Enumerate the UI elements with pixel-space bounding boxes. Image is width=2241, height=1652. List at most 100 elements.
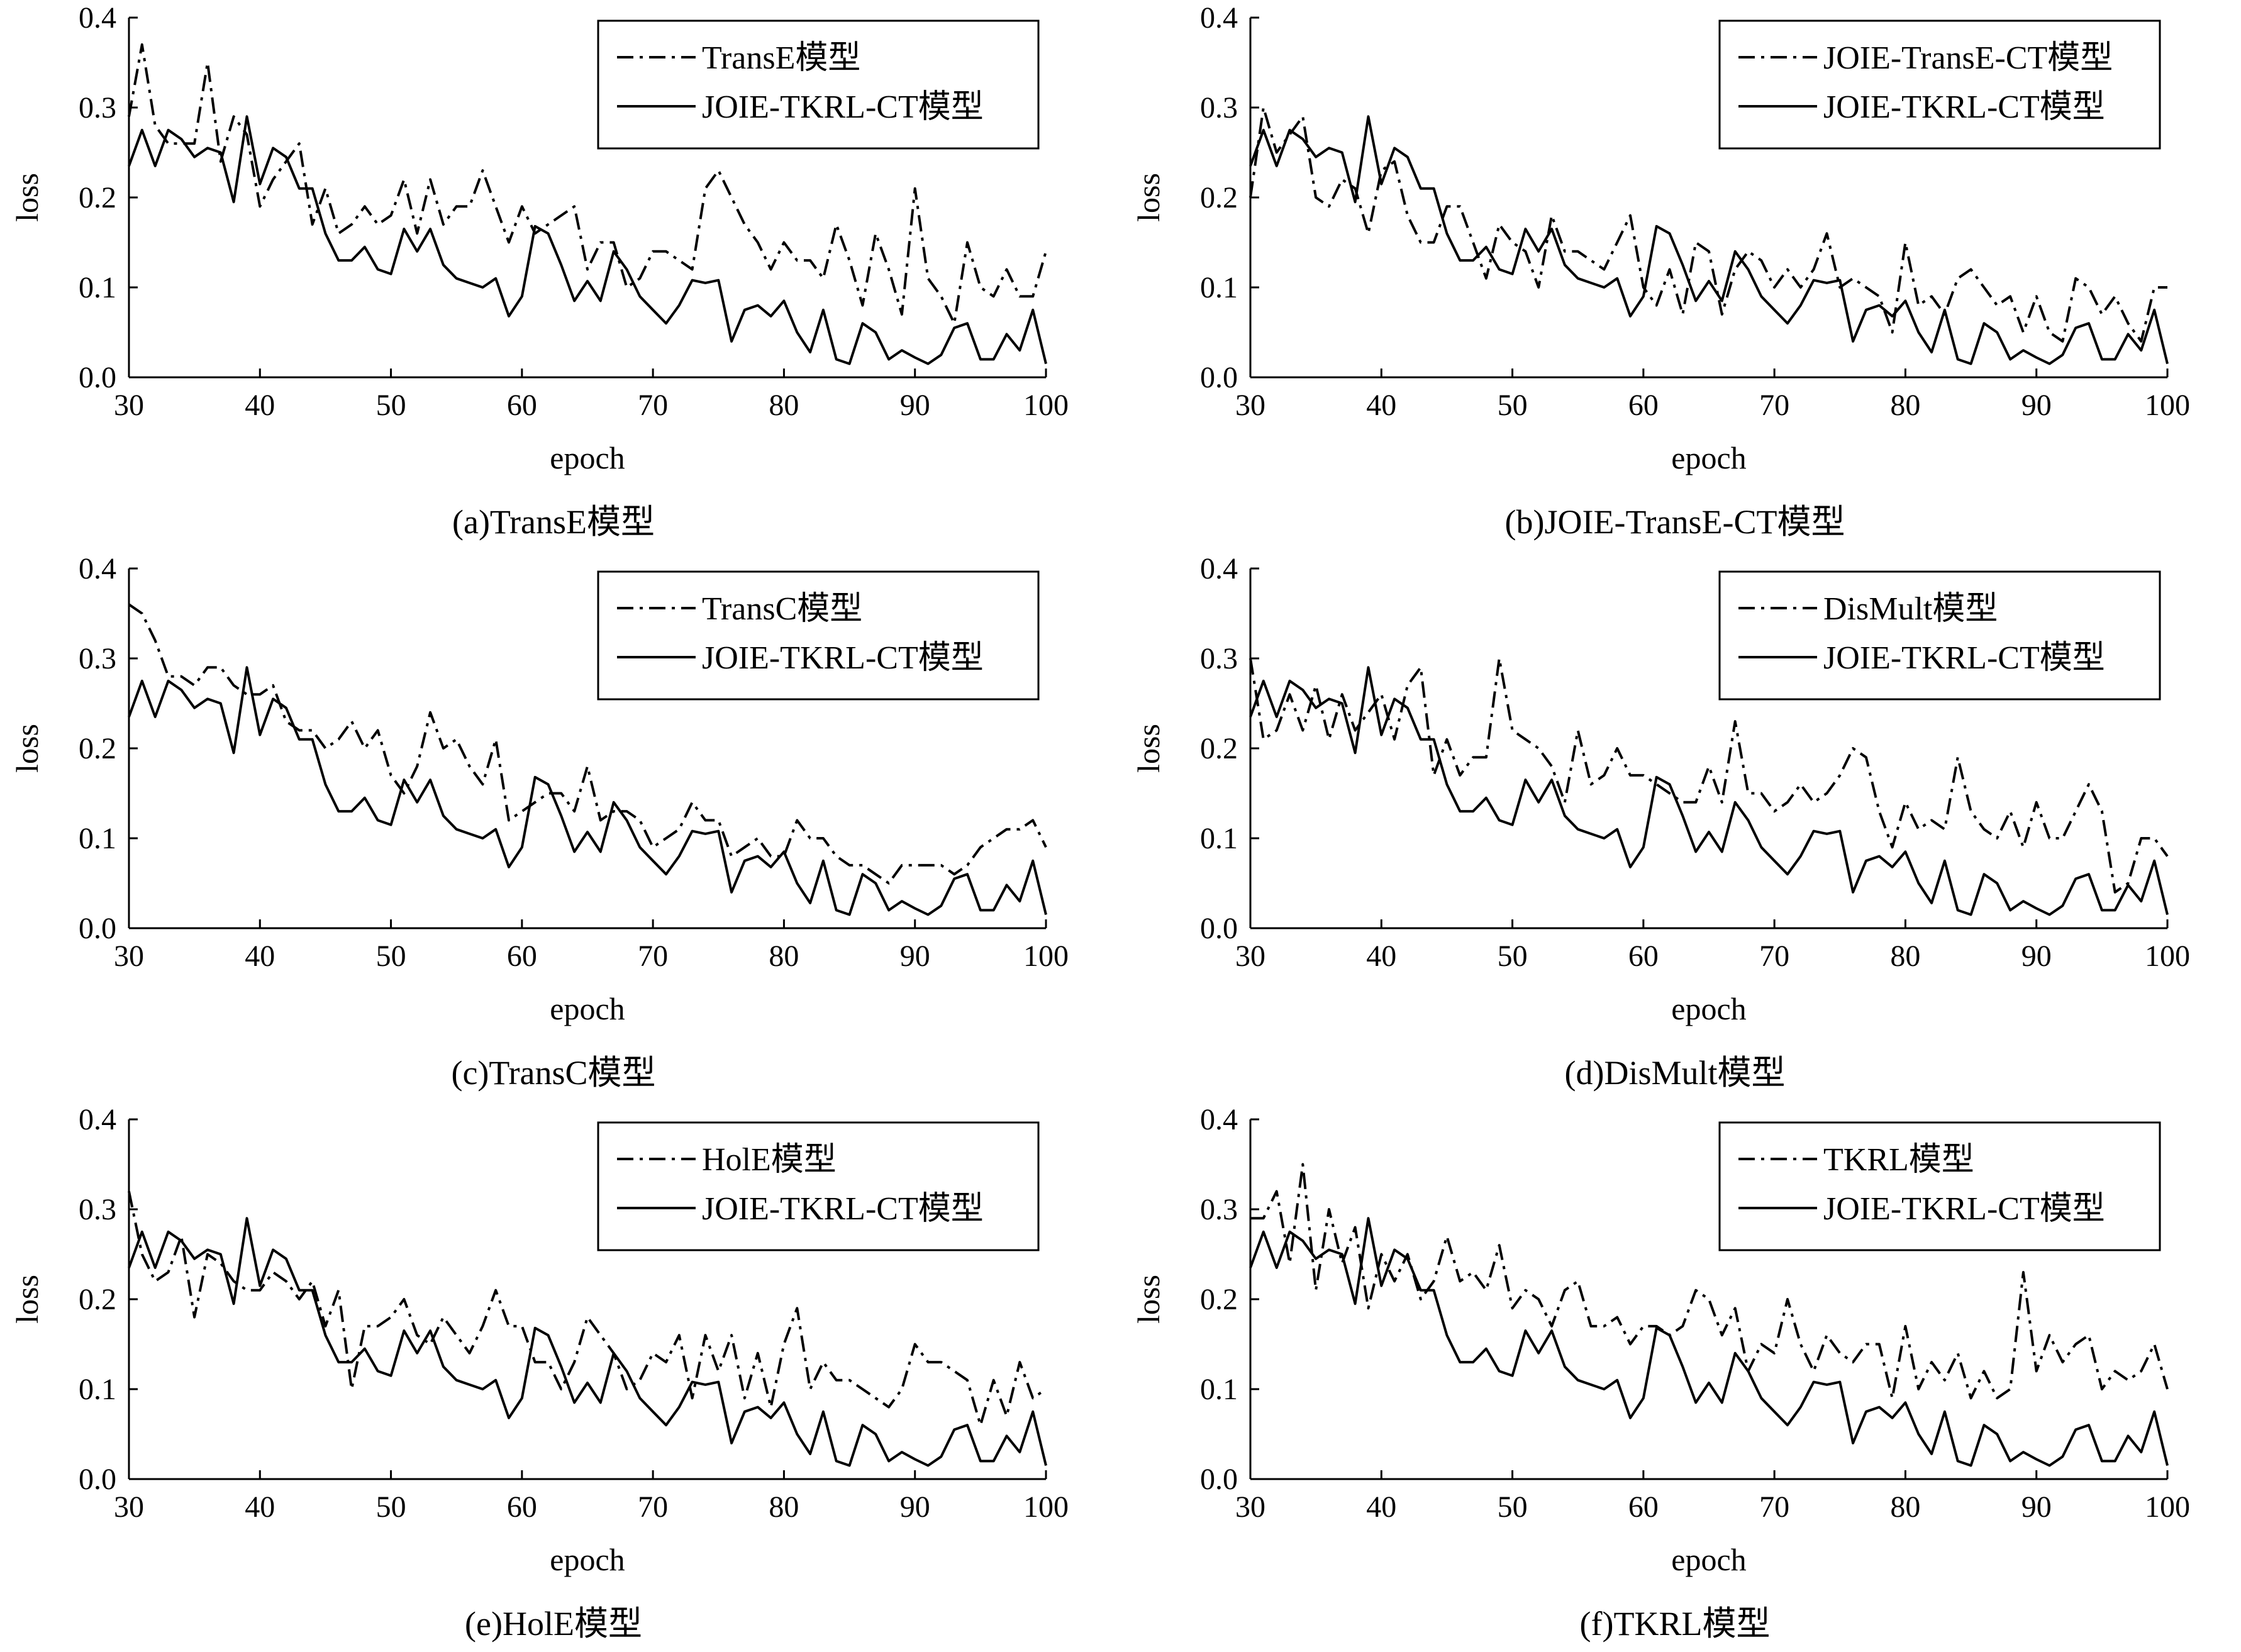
x-tick-label: 80 bbox=[1890, 940, 1920, 973]
x-tick-label: 60 bbox=[1628, 1490, 1659, 1524]
chart-panel-e: 0.0 0.1 0.2 0.3 0.4 30 40 50 60 70 80 90 100 epoch los… bbox=[0, 1102, 1120, 1652]
y-tick-label: 0.0 bbox=[1200, 1463, 1238, 1496]
legend: DisMult模型 JOIE-TKRL-CT模型 bbox=[1718, 570, 2161, 701]
y-tick-label: 0.0 bbox=[1200, 361, 1238, 394]
y-tick-label: 0.4 bbox=[79, 1, 116, 35]
y-axis-title: loss bbox=[9, 1275, 45, 1324]
x-tick-label: 80 bbox=[1890, 389, 1920, 422]
y-tick-label: 0.0 bbox=[1200, 912, 1238, 945]
y-tick-label: 0.2 bbox=[79, 1283, 116, 1316]
x-tick-label: 90 bbox=[2021, 940, 2052, 973]
y-tick-label: 0.0 bbox=[79, 912, 116, 945]
x-axis-title: epoch bbox=[550, 1542, 625, 1577]
x-tick-label: 60 bbox=[507, 1490, 537, 1524]
x-tick-label: 30 bbox=[114, 389, 144, 422]
y-tick-label: 0.1 bbox=[1200, 271, 1238, 304]
y-tick-label: 0.4 bbox=[1200, 1, 1238, 35]
y-axis-title: loss bbox=[1131, 1275, 1166, 1324]
chart-svg: 0.0 0.1 0.2 0.3 0.4 30 40 50 60 70 80 90 100 epoch los… bbox=[9, 1, 1069, 541]
chart-svg: 0.0 0.1 0.2 0.3 0.4 30 40 50 60 70 80 90 100 epoch los… bbox=[1131, 1, 2190, 541]
chart-panel-c: 0.0 0.1 0.2 0.3 0.4 30 40 50 60 70 80 90 100 epoch los… bbox=[0, 551, 1120, 1101]
y-tick-label: 0.1 bbox=[1200, 1373, 1238, 1406]
y-tick-label: 0.2 bbox=[1200, 1283, 1238, 1316]
x-axis-title: epoch bbox=[550, 440, 625, 475]
x-axis-title: epoch bbox=[1671, 440, 1746, 475]
x-tick-label: 100 bbox=[2145, 1490, 2190, 1524]
y-tick-label: 0.2 bbox=[1200, 732, 1238, 765]
chart-panel-d: 0.0 0.1 0.2 0.3 0.4 30 40 50 60 70 80 90 100 epoch los… bbox=[1121, 551, 2241, 1101]
legend-box bbox=[597, 19, 1040, 150]
series-line-baseline bbox=[128, 43, 1047, 325]
y-tick-label: 0.1 bbox=[79, 822, 116, 855]
y-tick-label: 0.1 bbox=[1200, 822, 1238, 855]
y-tick-label: 0.3 bbox=[79, 1193, 116, 1226]
x-tick-label: 80 bbox=[769, 1490, 799, 1524]
chart-svg: 0.0 0.1 0.2 0.3 0.4 30 40 50 60 70 80 90 100 epoch los… bbox=[1131, 1103, 2190, 1643]
panel-caption: (b)JOIE-TransE-CT模型 bbox=[1505, 503, 1845, 541]
chart-svg: 0.0 0.1 0.2 0.3 0.4 30 40 50 60 70 80 90 100 epoch los… bbox=[9, 552, 1069, 1092]
x-tick-label: 40 bbox=[245, 1490, 275, 1524]
x-axis-title: epoch bbox=[550, 991, 625, 1026]
x-tick-label: 70 bbox=[1759, 1490, 1789, 1524]
chart-panel-f: 0.0 0.1 0.2 0.3 0.4 30 40 50 60 70 80 90 100 epoch los… bbox=[1121, 1102, 2241, 1652]
x-tick-label: 60 bbox=[507, 940, 537, 973]
series-line-joie-tkrl-ct bbox=[1249, 1217, 2169, 1467]
chart-svg: 0.0 0.1 0.2 0.3 0.4 30 40 50 60 70 80 90 100 epoch los… bbox=[9, 1103, 1069, 1643]
legend-label: JOIE-TKRL-CT模型 bbox=[702, 640, 984, 676]
legend-box bbox=[597, 1121, 1040, 1251]
legend-label: JOIE-TKRL-CT模型 bbox=[1823, 89, 2105, 125]
legend-box bbox=[1718, 570, 2161, 701]
series-line-joie-tkrl-ct bbox=[128, 1217, 1047, 1467]
legend-label: JOIE-TKRL-CT模型 bbox=[702, 1191, 984, 1227]
x-tick-label: 30 bbox=[114, 1490, 144, 1524]
panel-caption: (f)TKRL模型 bbox=[1580, 1605, 1771, 1643]
legend: TransE模型 JOIE-TKRL-CT模型 bbox=[597, 19, 1040, 150]
x-tick-label: 40 bbox=[245, 389, 275, 422]
y-axis-title: loss bbox=[9, 724, 45, 773]
x-tick-label: 90 bbox=[2021, 1490, 2052, 1524]
x-tick-label: 90 bbox=[2021, 389, 2052, 422]
legend-label: DisMult模型 bbox=[1823, 591, 1998, 627]
x-tick-label: 80 bbox=[1890, 1490, 1920, 1524]
x-tick-label: 70 bbox=[638, 1490, 668, 1524]
series-line-baseline bbox=[128, 603, 1047, 885]
x-tick-label: 50 bbox=[376, 389, 406, 422]
legend: JOIE-TransE-CT模型 JOIE-TKRL-CT模型 bbox=[1718, 19, 2161, 150]
x-tick-label: 90 bbox=[900, 1490, 930, 1524]
series-line-joie-tkrl-ct bbox=[1249, 666, 2169, 916]
legend-box bbox=[1718, 1121, 2161, 1251]
y-tick-label: 0.3 bbox=[1200, 91, 1238, 125]
panel-caption: (a)TransE模型 bbox=[452, 503, 655, 541]
x-tick-label: 30 bbox=[1235, 389, 1265, 422]
series-line-baseline bbox=[1249, 657, 2169, 894]
y-tick-label: 0.1 bbox=[79, 271, 116, 304]
series-line-baseline bbox=[1249, 106, 2167, 343]
x-tick-label: 100 bbox=[1023, 1490, 1069, 1524]
x-tick-label: 70 bbox=[638, 389, 668, 422]
series-line-joie-tkrl-ct bbox=[128, 666, 1047, 916]
x-tick-label: 100 bbox=[1023, 389, 1069, 422]
x-tick-label: 100 bbox=[2145, 940, 2190, 973]
x-tick-label: 80 bbox=[769, 940, 799, 973]
series-line-baseline bbox=[1250, 1163, 2169, 1400]
legend-label: TransC模型 bbox=[702, 591, 862, 627]
y-axis-title: loss bbox=[1131, 724, 1166, 773]
y-tick-label: 0.3 bbox=[1200, 1193, 1238, 1226]
x-tick-label: 30 bbox=[1235, 1490, 1265, 1524]
y-tick-label: 0.4 bbox=[1200, 552, 1238, 585]
legend-label: HolE模型 bbox=[702, 1142, 837, 1178]
x-tick-label: 90 bbox=[900, 940, 930, 973]
x-tick-label: 100 bbox=[2145, 389, 2190, 422]
x-tick-label: 70 bbox=[638, 940, 668, 973]
y-tick-label: 0.2 bbox=[79, 181, 116, 214]
x-tick-label: 50 bbox=[376, 1490, 406, 1524]
panel-caption: (d)DisMult模型 bbox=[1565, 1054, 1786, 1092]
y-tick-label: 0.4 bbox=[79, 1103, 116, 1136]
legend-label: JOIE-TKRL-CT模型 bbox=[702, 89, 984, 125]
legend-box bbox=[597, 570, 1040, 701]
chart-panel-b: 0.0 0.1 0.2 0.3 0.4 30 40 50 60 70 80 90 100 epoch los… bbox=[1121, 0, 2241, 550]
x-tick-label: 60 bbox=[1628, 940, 1659, 973]
legend-label: JOIE-TKRL-CT模型 bbox=[1823, 640, 2105, 676]
legend-label: JOIE-TransE-CT模型 bbox=[1823, 40, 2113, 76]
x-tick-label: 60 bbox=[1628, 389, 1659, 422]
